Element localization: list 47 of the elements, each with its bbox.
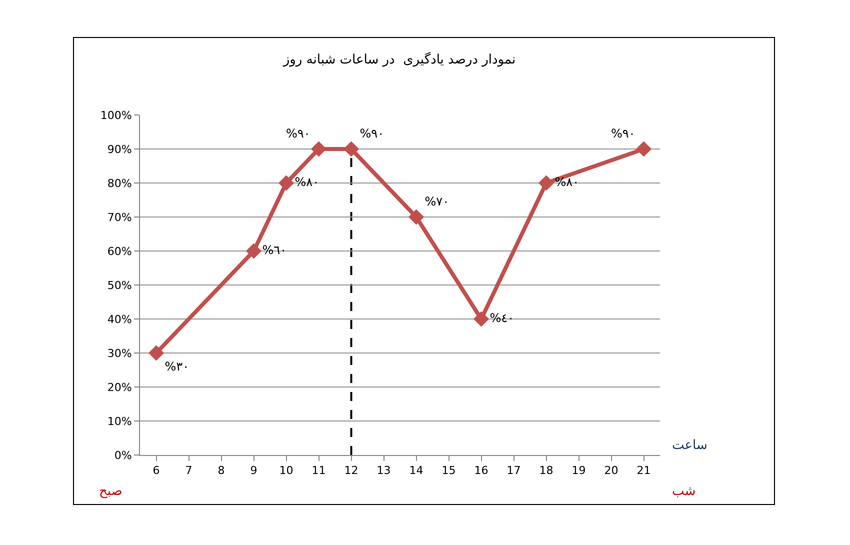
x-axis-title: ساعت — [672, 438, 708, 453]
data-label: %٧٠ — [424, 194, 450, 208]
x-tick-label: 17 — [506, 464, 521, 478]
point — [246, 243, 262, 259]
y-tick-label: 30% — [107, 346, 132, 360]
data-label: %٤٠ — [490, 311, 514, 325]
data-label: %٩٠ — [286, 126, 310, 140]
x-tick-label: 16 — [474, 464, 488, 478]
data-label: %٩٠ — [610, 126, 636, 140]
point — [473, 311, 490, 327]
y-tick-label: 40% — [107, 312, 132, 326]
y-tick-label: 70% — [107, 210, 132, 224]
point — [636, 141, 652, 157]
x-tick-label: 14 — [409, 464, 424, 478]
data-label: %٦٠ — [262, 243, 287, 257]
data-label: %٣٠ — [164, 360, 190, 374]
y-tick-label: 90% — [107, 142, 132, 156]
y-tick-label: 0% — [114, 448, 132, 462]
x-tick-label: 20 — [604, 464, 618, 478]
y-tick-label: 20% — [107, 380, 132, 394]
x-tick-label: 7 — [185, 464, 192, 478]
x-tick-label: 12 — [344, 464, 358, 478]
x-tick-label: 19 — [572, 464, 586, 478]
x-tick-label: 8 — [218, 464, 225, 478]
point — [408, 209, 424, 225]
y-tick-label: 60% — [107, 244, 132, 258]
x-tick-label: 15 — [442, 464, 456, 478]
data-label: %٨٠ — [294, 175, 320, 189]
point — [148, 345, 164, 361]
point — [278, 175, 294, 191]
point — [538, 175, 554, 191]
data-label: %٨٠ — [554, 175, 580, 189]
x-tick-label: 9 — [250, 464, 258, 478]
x-tick-label: 21 — [636, 464, 651, 478]
text: شب — [672, 484, 696, 499]
y-tick-label: 100% — [100, 108, 132, 122]
y-tick-label: 10% — [107, 414, 132, 428]
x-tick-label: 10 — [279, 464, 294, 478]
x-tick-label: 13 — [376, 464, 391, 478]
x-tick-label: 11 — [312, 464, 326, 478]
y-tick-label: 80% — [107, 176, 132, 190]
x-tick-label: 18 — [539, 464, 554, 478]
x-tick-label: 6 — [152, 464, 160, 478]
chart-title: نمودار درصد یادگیری در ساعات شبانه روز — [282, 52, 516, 68]
text: صبح — [99, 484, 122, 499]
y-tick-label: 50% — [107, 278, 132, 292]
data-label: %٩٠ — [360, 126, 384, 140]
